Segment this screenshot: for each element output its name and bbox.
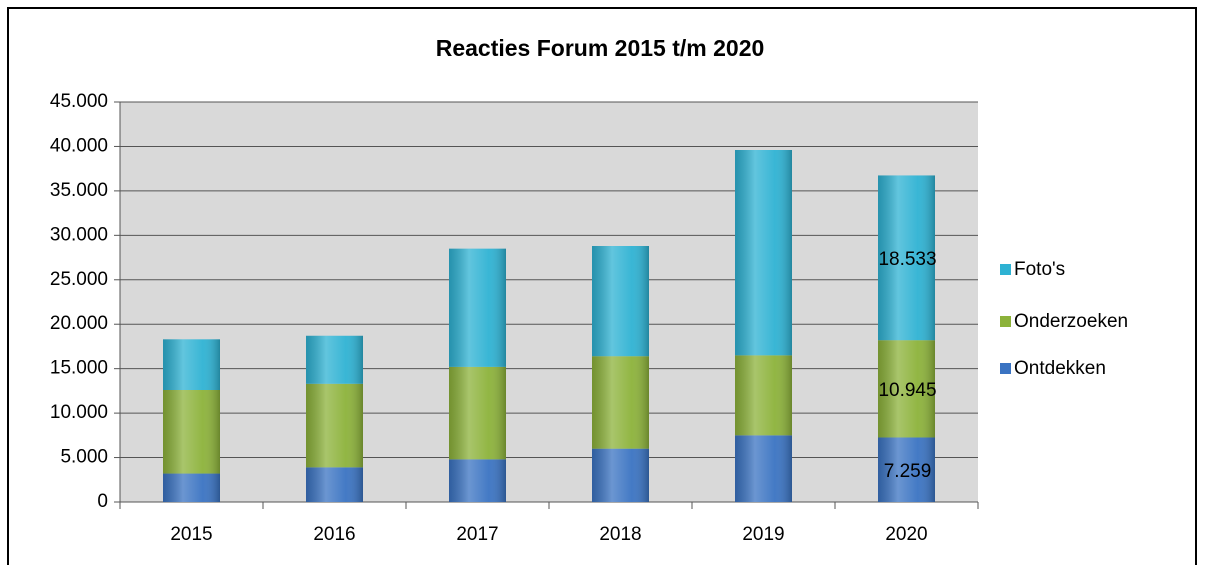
bar-shade — [878, 437, 935, 502]
chart-title: Reacties Forum 2015 t/m 2020 — [436, 35, 765, 61]
y-tick-label: 25.000 — [50, 269, 108, 290]
bar-shade — [306, 335, 363, 384]
value-label: 10.945 — [878, 380, 936, 401]
bar-shade — [878, 340, 935, 438]
bar-shade — [163, 339, 220, 390]
bar-shade — [449, 459, 506, 502]
bar-shade — [592, 448, 649, 502]
value-label: 7.259 — [884, 461, 932, 482]
bar-shade — [306, 467, 363, 502]
y-tick-label: 45.000 — [50, 91, 108, 112]
value-label: 18.533 — [878, 249, 936, 270]
y-tick-label: 35.000 — [50, 180, 108, 201]
y-tick-label: 10.000 — [50, 402, 108, 423]
bar-shade — [306, 383, 363, 468]
bar-shade — [163, 390, 220, 474]
legend-swatch — [1000, 363, 1011, 374]
bar-shade — [735, 355, 792, 436]
legend-swatch — [1000, 264, 1011, 275]
y-tick-label: 0 — [97, 491, 108, 512]
bar-shade — [735, 435, 792, 502]
y-tick-label: 40.000 — [50, 135, 108, 156]
x-tick-label: 2018 — [599, 524, 641, 545]
bar-shade — [878, 175, 935, 341]
bar-shade — [449, 248, 506, 367]
bar-shade — [592, 246, 649, 357]
bar-shade — [592, 356, 649, 449]
x-tick-label: 2017 — [456, 524, 498, 545]
legend-label: Onderzoeken — [1014, 311, 1128, 332]
y-tick-label: 30.000 — [50, 224, 108, 245]
x-tick-label: 2015 — [170, 524, 212, 545]
bar-shade — [449, 366, 506, 460]
x-tick-label: 2019 — [742, 524, 784, 545]
legend-label: Foto's — [1014, 259, 1065, 280]
bar-shade — [163, 473, 220, 502]
legend-swatch — [1000, 316, 1011, 327]
x-tick-label: 2016 — [313, 524, 355, 545]
bar-shade — [735, 150, 792, 356]
y-tick-label: 5.000 — [60, 447, 108, 468]
legend-label: Ontdekken — [1014, 358, 1106, 379]
y-tick-label: 15.000 — [50, 358, 108, 379]
x-tick-label: 2020 — [885, 524, 927, 545]
y-tick-label: 20.000 — [50, 313, 108, 334]
plot-area — [120, 102, 978, 502]
